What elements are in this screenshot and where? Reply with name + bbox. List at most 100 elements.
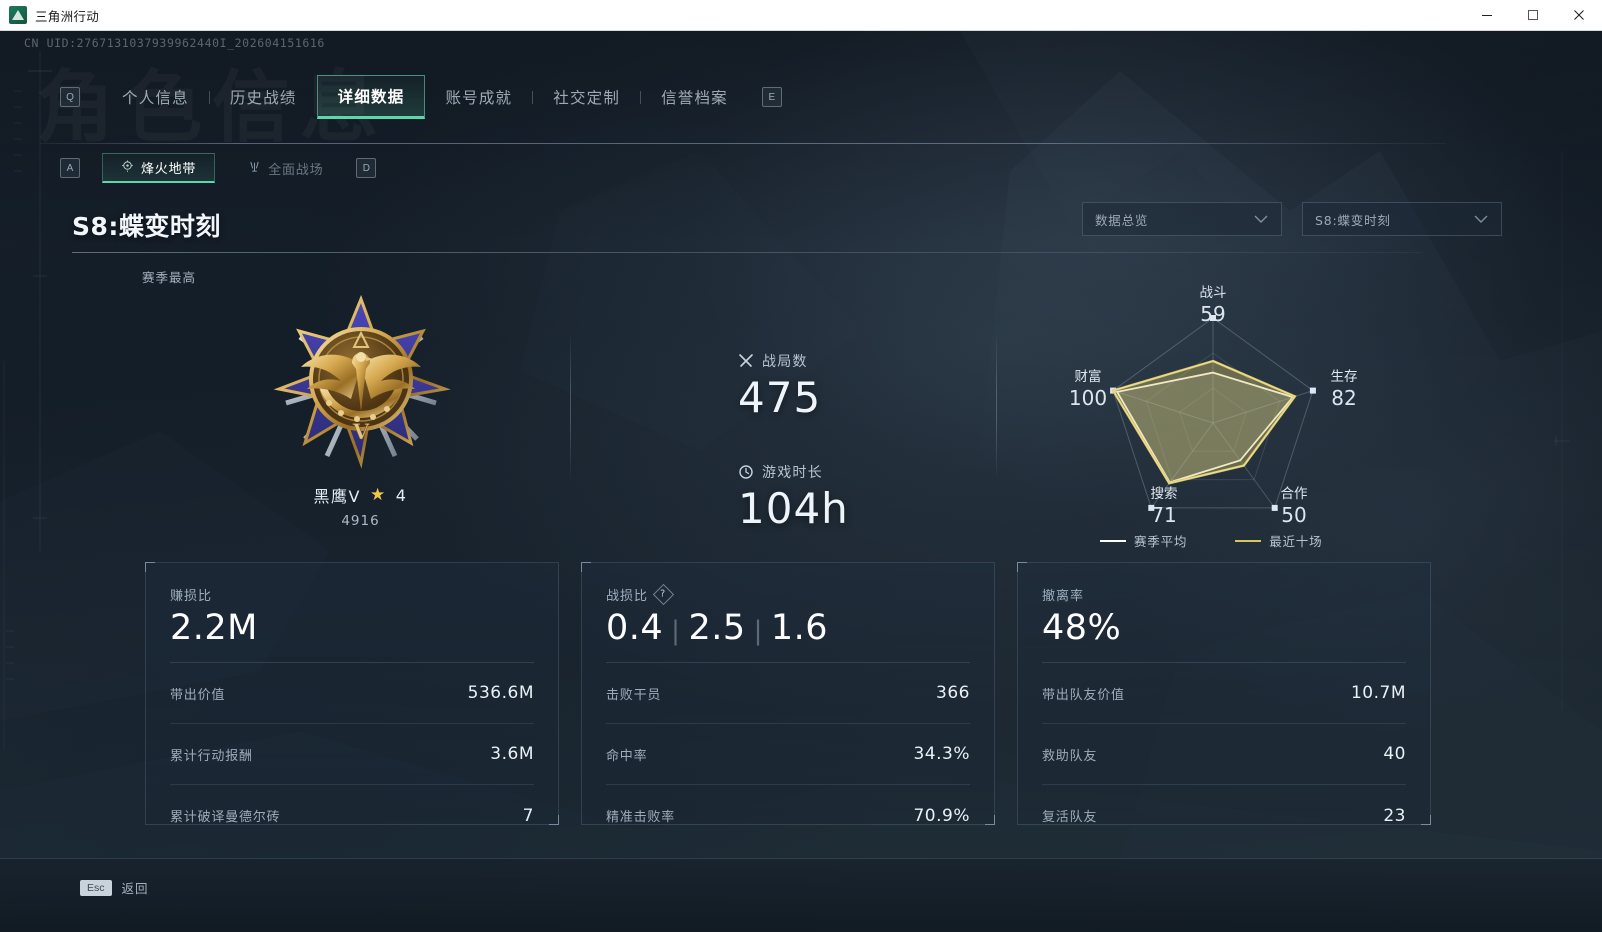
card-headline-value: 2.2M (170, 608, 534, 648)
tab-reputation-file[interactable]: 信誉档案 (641, 75, 748, 119)
close-button[interactable] (1556, 0, 1602, 31)
card-row: 命中率 34.3% (606, 724, 970, 785)
legend-label: 赛季平均 (1134, 534, 1188, 549)
tab-social-custom[interactable]: 社交定制 (533, 75, 640, 119)
value-separator: | (753, 616, 763, 646)
tabbar-baseline (40, 143, 1446, 144)
radar-axis-label: 合作 (1281, 486, 1308, 502)
uid-label: CN UID:2767131037939962440I_202604151616 (24, 36, 325, 50)
card-divider (606, 662, 970, 663)
stat-label: 战局数 (762, 354, 808, 370)
data-overview-dropdown[interactable]: 数据总览 (1082, 202, 1282, 236)
flame-zone-icon (121, 160, 134, 176)
footer-divider (0, 858, 1602, 859)
row-value: 23 (1383, 805, 1406, 826)
card-divider (170, 662, 534, 663)
tab-account-achievements[interactable]: 账号成就 (425, 75, 532, 119)
headline-number: 2.5 (688, 608, 746, 648)
dropdown-value: S8:蝶变时刻 (1315, 212, 1391, 228)
row-value: 536.6M (467, 683, 534, 703)
row-key: 累计破译曼德尔砖 (170, 810, 281, 825)
tab-label: 个人信息 (122, 89, 189, 107)
esc-keycap: Esc (80, 879, 112, 896)
tab-prev-keyhint: Q (60, 87, 80, 107)
card-title-text: 战损比 (606, 589, 649, 604)
section-divider-right (996, 331, 997, 481)
game-screen: 角色信息 CN UID:2767131037939962440I_2026041… (0, 31, 1602, 932)
window-controls (1464, 0, 1602, 31)
row-key: 命中率 (606, 748, 648, 764)
window-titlebar: 三角洲行动 (0, 0, 1602, 31)
title-underline (72, 252, 1420, 253)
row-key: 复活队友 (1042, 810, 1098, 825)
season-high-label: 赛季最高 (142, 270, 197, 285)
tab-personal-info[interactable]: 个人信息 (102, 75, 209, 119)
headline-number: 1.6 (770, 608, 829, 648)
card-title: 赚损比 (170, 585, 534, 604)
row-value: 3.6M (490, 744, 534, 764)
radar-axis-value: 59 (1200, 302, 1225, 326)
card-row: 带出队友价值 10.7M (1042, 663, 1406, 724)
question-mark-icon[interactable]: ? (652, 583, 675, 606)
crossed-swords-icon (738, 353, 754, 369)
row-value: 10.7M (1350, 683, 1406, 703)
row-value: 366 (936, 683, 970, 703)
headline-number: 2.2M (170, 608, 258, 648)
legend-label: 最近十场 (1269, 534, 1323, 549)
stat-value: 475 (738, 373, 822, 422)
tab-separator (208, 90, 210, 104)
tab-label: 社交定制 (553, 89, 621, 107)
tab-separator (532, 90, 534, 104)
tab-label: 账号成就 (445, 89, 513, 107)
clock-icon (738, 464, 754, 480)
radar-axis-label: 战斗 (1200, 285, 1227, 301)
subtab-full-battlefield[interactable]: 全面战场 (229, 153, 342, 183)
row-key: 带出价值 (170, 687, 226, 703)
row-key: 带出队友价值 (1042, 687, 1125, 703)
radar-axis-label: 生存 (1331, 369, 1358, 385)
esc-back-button[interactable]: Esc 返回 (80, 878, 149, 897)
battlefield-icon (248, 160, 261, 176)
legend-swatch (1100, 539, 1126, 542)
app-title: 三角洲行动 (35, 9, 100, 24)
row-value: 40 (1383, 744, 1406, 764)
card-profit-loss-ratio: 赚损比 2.2M 带出价值 536.6M 累计行动报酬 3.6M 累计破译曼德尔… (145, 562, 559, 826)
card-title: 撤离率 (1042, 585, 1406, 604)
row-value: 34.3% (913, 744, 970, 764)
row-value: 7 (522, 805, 534, 826)
card-row: 击败干员 366 (606, 663, 970, 724)
card-title-text: 赚损比 (170, 589, 213, 604)
minimize-button[interactable] (1464, 0, 1510, 31)
headline-number: 0.4 (606, 608, 664, 648)
card-headline-value: 48% (1042, 608, 1406, 648)
tab-detailed-data[interactable]: 详细数据 (316, 75, 426, 119)
stat-value: 104h (738, 484, 849, 533)
season-header: S8:蝶变时刻 (72, 207, 1420, 253)
radar-axis-value: 100 (1069, 386, 1107, 410)
center-stats-block: 战局数 475 游戏时长 104h (738, 351, 849, 533)
subtab-next-keyhint: D (356, 158, 377, 178)
subtab-label: 烽火地带 (141, 162, 197, 177)
card-row: 精准击败率 70.9% (606, 785, 970, 846)
tab-next-keyhint: E (761, 87, 782, 107)
stat-battles: 战局数 475 (738, 351, 849, 422)
card-kd-ratio: 战损比 ? 0.4 | 2.5 | 1.6 击败干员 366 命中率 34.3%… (581, 562, 995, 826)
tab-label: 详细数据 (337, 88, 405, 106)
stat-playtime: 游戏时长 104h (738, 462, 849, 533)
maximize-button[interactable] (1510, 0, 1556, 31)
season-select-dropdown[interactable]: S8:蝶变时刻 (1302, 202, 1502, 236)
radar-axis-label: 财富 (1075, 368, 1102, 385)
card-row: 累计行动报酬 3.6M (170, 724, 534, 785)
rank-star-count: 4 (395, 485, 408, 505)
tab-label: 信誉档案 (661, 89, 728, 107)
subtab-flame-zone[interactable]: 烽火地带 (102, 153, 216, 183)
chevron-down-icon (1473, 212, 1489, 227)
value-separator: | (671, 616, 681, 646)
row-key: 精准击败率 (606, 810, 676, 825)
section-divider-left (570, 331, 571, 481)
star-icon: ★ (370, 485, 387, 505)
card-title-text: 撤离率 (1042, 589, 1085, 604)
radar-axis-label: 搜索 (1151, 486, 1178, 502)
tab-history-record[interactable]: 历史战绩 (210, 75, 317, 119)
svg-text:V: V (351, 419, 369, 444)
